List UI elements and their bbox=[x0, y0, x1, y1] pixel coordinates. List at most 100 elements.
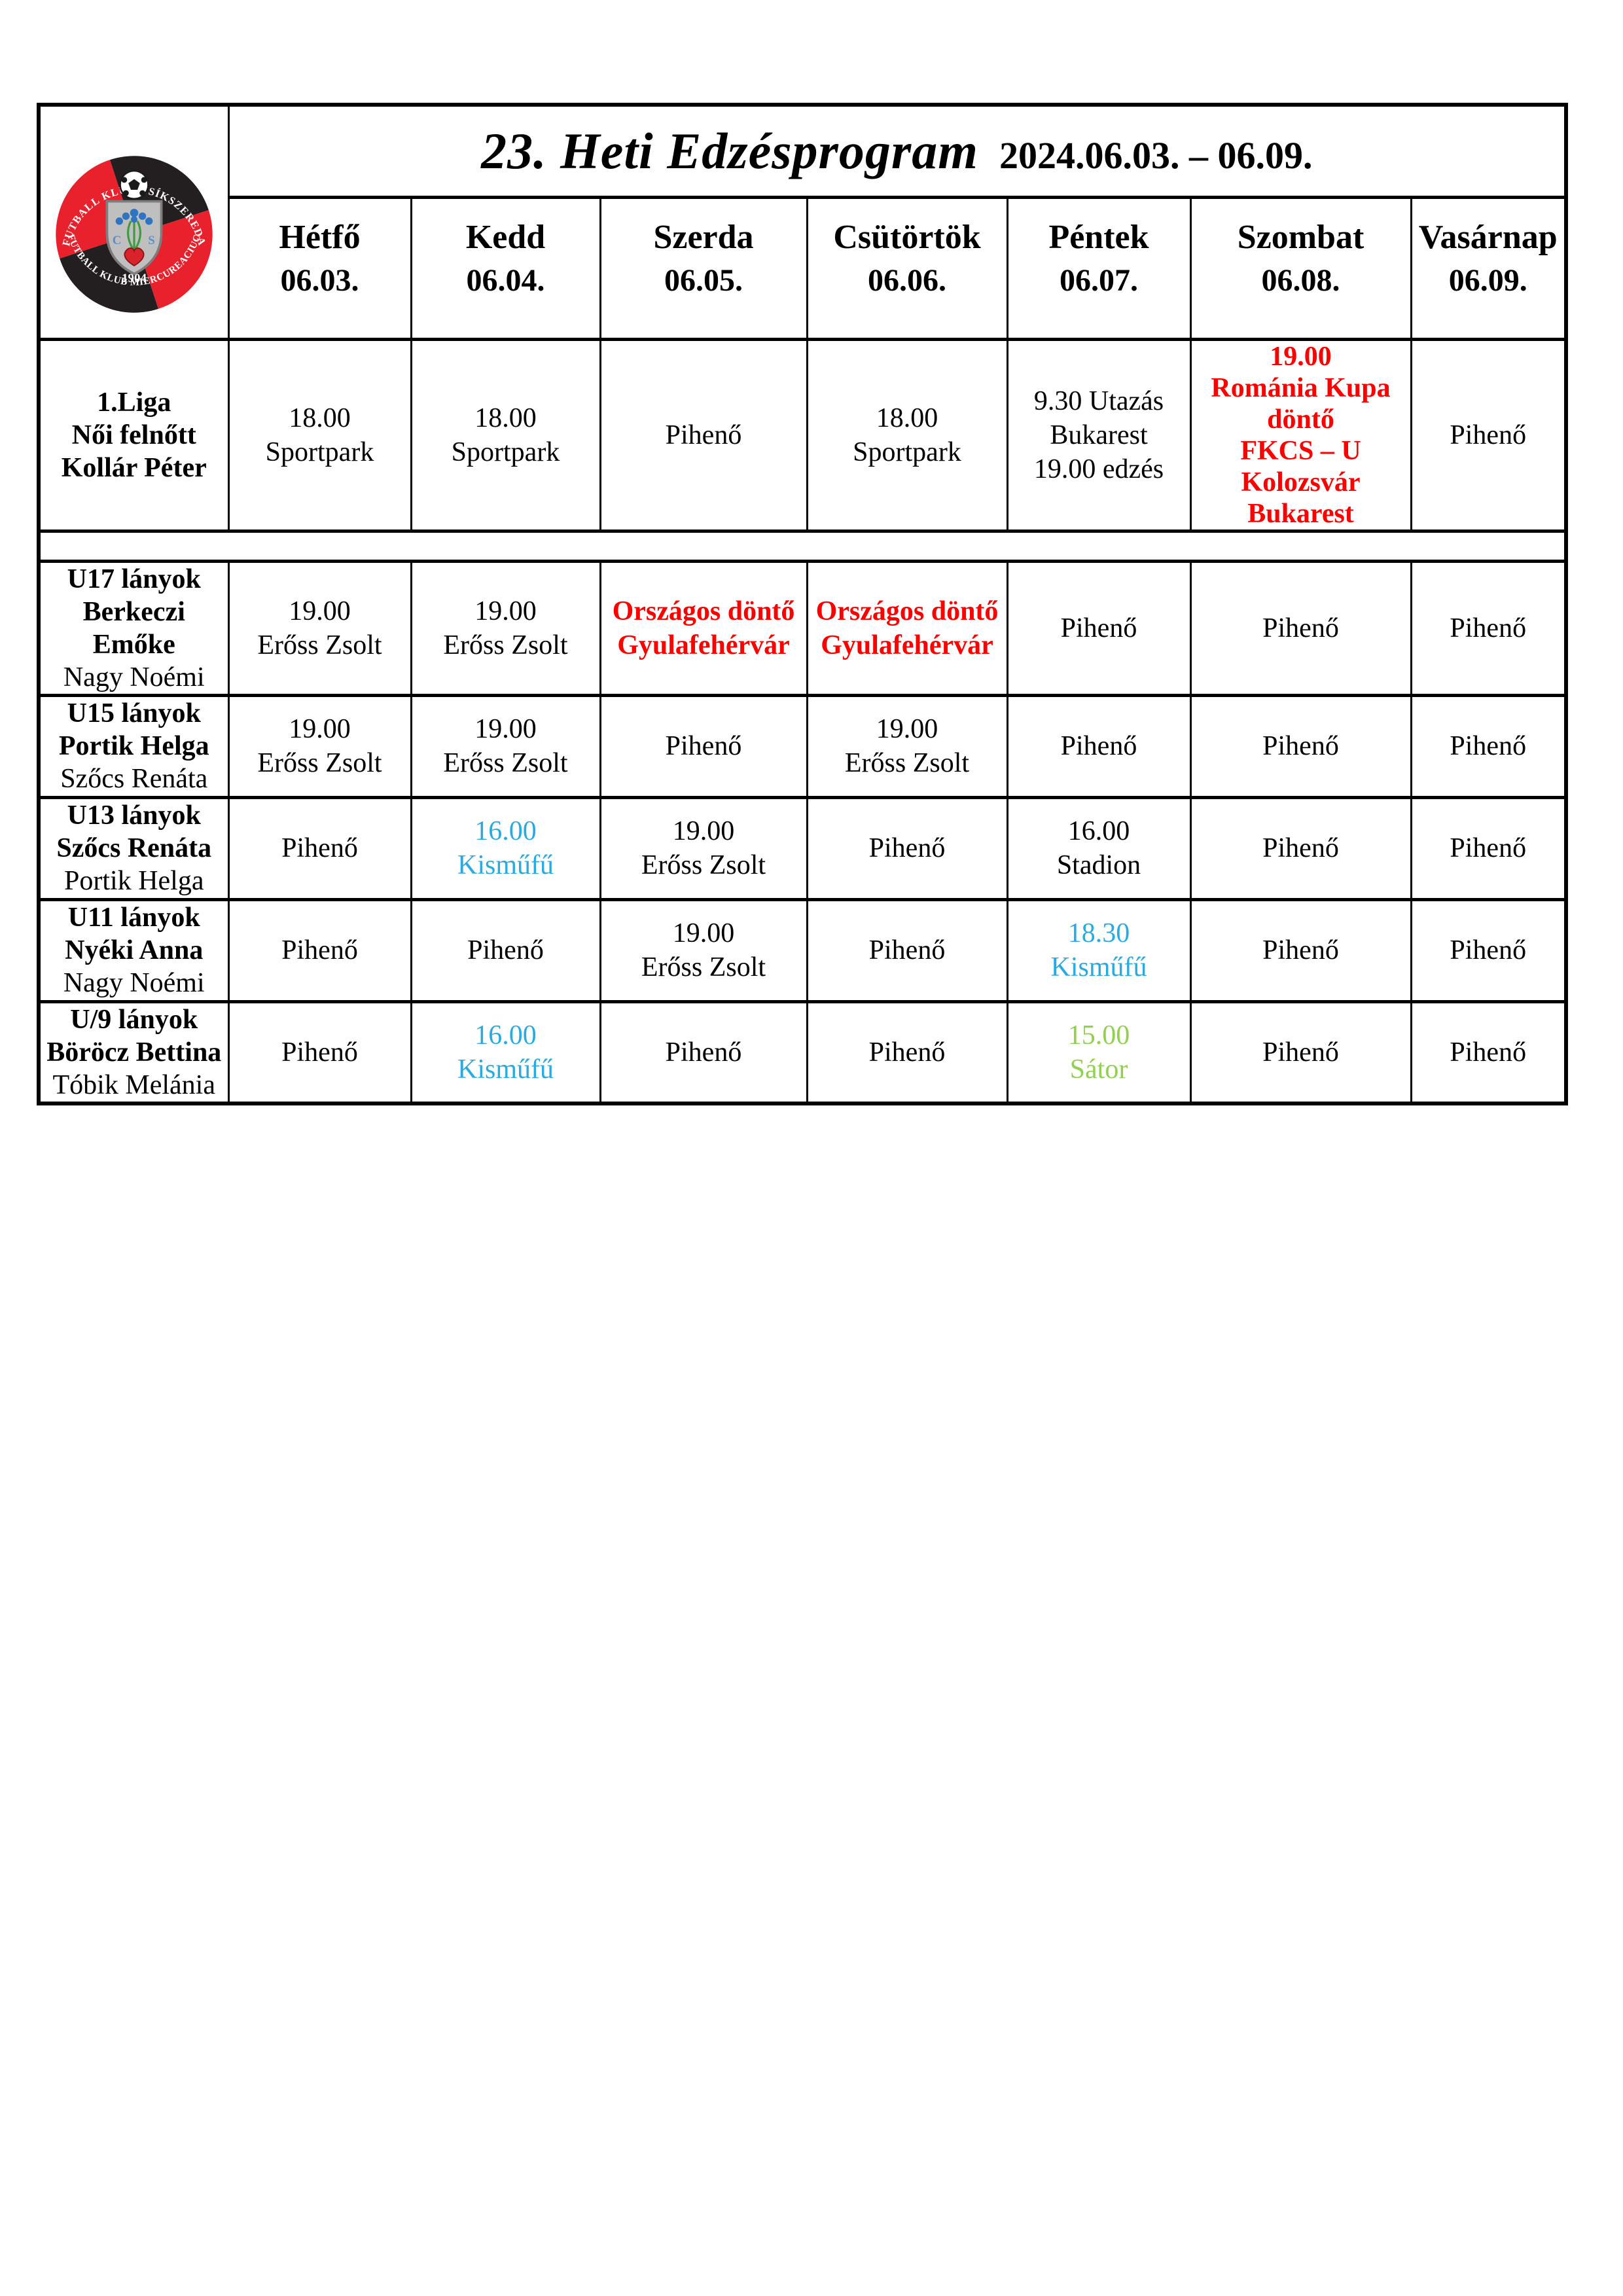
day-name: Vasárnap bbox=[1418, 218, 1558, 256]
cell-line: Gyulafehérvár bbox=[821, 630, 993, 660]
day-date: 06.06. bbox=[868, 262, 946, 298]
cell-liga1-day2: 18.00 Sportpark bbox=[410, 337, 601, 533]
cell-line: Erőss Zsolt bbox=[257, 630, 382, 660]
cell-u11-day5: 18.30 Kisműfű bbox=[1006, 897, 1192, 1003]
cell-line: 19.00 bbox=[289, 596, 351, 626]
cell-line: 19.00 bbox=[474, 596, 537, 626]
cell-liga1-day5: 9.30 Utazás Bukarest 19.00 edzés bbox=[1006, 337, 1192, 533]
cell-line: Pihenő bbox=[665, 731, 742, 761]
day-date: 06.09. bbox=[1448, 262, 1527, 298]
cell-u15-day7: Pihenő bbox=[1410, 693, 1567, 799]
day-header-1: Hétfő 06.03. bbox=[227, 195, 412, 341]
title-row: FUTBALL KLUB CSÍKSZEREDA FUTBALL KLUB MI… bbox=[37, 103, 1567, 341]
group-line: Kollár Péter bbox=[61, 452, 207, 483]
group-line: Nyéki Anna bbox=[65, 935, 204, 965]
day-name: Péntek bbox=[1048, 218, 1149, 256]
cell-line: Pihenő bbox=[665, 1037, 742, 1067]
group-line: U13 lányok bbox=[67, 800, 201, 831]
cell-u13-day5: 16.00 Stadion bbox=[1006, 795, 1192, 901]
cell-line: Gyulafehérvár bbox=[617, 630, 790, 660]
cell-line: Kolozsvár bbox=[1241, 467, 1361, 497]
cell-u13-day6: Pihenő bbox=[1189, 795, 1412, 901]
cell-line: FKCS – U bbox=[1240, 435, 1361, 466]
day-header-7: Vasárnap 06.09. bbox=[1410, 195, 1567, 341]
cell-line: Pihenő bbox=[665, 420, 742, 450]
schedule-row-u17: U17 lányok Berkeczi Emőke Nagy Noémi 19.00 E… bbox=[37, 559, 1567, 697]
cell-u15-day4: 19.00 Erőss Zsolt bbox=[806, 693, 1008, 799]
day-name: Szerda bbox=[653, 218, 754, 256]
cell-liga1-day6: 19.00 Románia Kupa döntő FKCS – U Kolozsvár B… bbox=[1189, 337, 1412, 533]
cell-u15-day6: Pihenő bbox=[1189, 693, 1412, 799]
group-line: U17 lányok bbox=[67, 564, 201, 594]
day-name: Csütörtök bbox=[833, 218, 981, 256]
cell-u17-day4: Országos döntő Gyulafehérvár bbox=[806, 559, 1008, 697]
cell-u13-day2: 16.00 Kisműfű bbox=[410, 795, 601, 901]
cell-u11-day7: Pihenő bbox=[1410, 897, 1567, 1003]
club-logo-cell: FUTBALL KLUB CSÍKSZEREDA FUTBALL KLUB MI… bbox=[37, 103, 230, 341]
day-date: 06.07. bbox=[1060, 262, 1138, 298]
cell-line: Erőss Zsolt bbox=[641, 850, 766, 880]
cell-u17-day3: Országos döntő Gyulafehérvár bbox=[599, 559, 808, 697]
group-line: Szőcs Renáta bbox=[56, 833, 212, 863]
cell-line: Országos döntő bbox=[815, 596, 999, 626]
cell-u9-day1: Pihenő bbox=[227, 999, 412, 1105]
cell-u9-day7: Pihenő bbox=[1410, 999, 1567, 1105]
day-header-6: Szombat 06.08. bbox=[1189, 195, 1412, 341]
logo-year: 1904 bbox=[122, 272, 147, 285]
cell-line: Pihenő bbox=[1262, 833, 1339, 863]
group-label-u17: U17 lányok Berkeczi Emőke Nagy Noémi bbox=[37, 559, 230, 697]
day-name: Kedd bbox=[465, 218, 546, 256]
club-logo: FUTBALL KLUB CSÍKSZEREDA FUTBALL KLUB MI… bbox=[56, 156, 213, 313]
cell-u13-day3: 19.00 Erőss Zsolt bbox=[599, 795, 808, 901]
day-header-3: Szerda 06.05. bbox=[599, 195, 808, 341]
group-line: 1.Liga bbox=[97, 387, 171, 418]
group-line: U11 lányok bbox=[67, 903, 200, 933]
cell-line: 19.00 edzés bbox=[1033, 454, 1164, 484]
cell-u13-day4: Pihenő bbox=[806, 795, 1008, 901]
cell-line: Bukarest bbox=[1247, 498, 1354, 529]
cell-line: Pihenő bbox=[281, 935, 358, 965]
cell-line: Pihenő bbox=[1262, 613, 1339, 643]
cell-line: Pihenő bbox=[281, 833, 358, 863]
cell-line: Pihenő bbox=[1060, 613, 1137, 643]
cell-u9-day4: Pihenő bbox=[806, 999, 1008, 1105]
schedule-row-liga1: 1.Liga Női felnőtt Kollár Péter 18.00 Sportp… bbox=[37, 337, 1567, 533]
day-name: Hétfő bbox=[279, 218, 361, 256]
cell-line: Pihenő bbox=[1060, 731, 1137, 761]
cell-u15-day5: Pihenő bbox=[1006, 693, 1192, 799]
cell-line: Erőss Zsolt bbox=[844, 748, 970, 778]
group-line: Tóbik Melánia bbox=[52, 1069, 215, 1100]
cell-line: Pihenő bbox=[1450, 731, 1527, 761]
group-line: Portik Helga bbox=[58, 731, 209, 761]
cell-line: 19.00 bbox=[672, 816, 735, 846]
cell-u11-day3: 19.00 Erőss Zsolt bbox=[599, 897, 808, 1003]
cell-u17-day1: 19.00 Erőss Zsolt bbox=[227, 559, 412, 697]
cell-line: Erőss Zsolt bbox=[443, 630, 568, 660]
cell-liga1-day1: 18.00 Sportpark bbox=[227, 337, 412, 533]
cell-line: Pihenő bbox=[868, 1037, 946, 1067]
page-title: 23. Heti Edzésprogram bbox=[481, 122, 978, 179]
group-line: Böröcz Bettina bbox=[46, 1037, 222, 1067]
cell-u9-day3: Pihenő bbox=[599, 999, 808, 1105]
logo-monogram-s: S bbox=[148, 234, 155, 247]
cell-line: 9.30 Utazás bbox=[1033, 386, 1164, 416]
day-header-row: Hétfő 06.03. Kedd 06.04. Szerda 06.05. Csütört… bbox=[39, 195, 1567, 341]
cell-line: Bukarest bbox=[1050, 420, 1148, 450]
day-date: 06.08. bbox=[1261, 262, 1340, 298]
group-line: U15 lányok bbox=[67, 698, 201, 728]
cell-line: 16.00 bbox=[474, 1020, 537, 1050]
cell-line: Pihenő bbox=[467, 935, 544, 965]
cell-line: Pihenő bbox=[1450, 420, 1527, 450]
cell-line: 18.00 bbox=[289, 403, 351, 433]
group-line: Női felnőtt bbox=[71, 420, 196, 450]
cell-line: 19.00 bbox=[474, 714, 537, 744]
cell-u11-day4: Pihenő bbox=[806, 897, 1008, 1003]
schedule-row-u11: U11 lányok Nyéki Anna Nagy Noémi Pihenő Pihe… bbox=[37, 897, 1567, 1003]
cell-line: 16.00 bbox=[474, 816, 537, 846]
cell-u17-day6: Pihenő bbox=[1189, 559, 1412, 697]
cell-line: Erőss Zsolt bbox=[641, 952, 766, 982]
cell-line: Pihenő bbox=[1450, 613, 1527, 643]
day-date: 06.04. bbox=[466, 262, 545, 298]
cell-u11-day1: Pihenő bbox=[227, 897, 412, 1003]
